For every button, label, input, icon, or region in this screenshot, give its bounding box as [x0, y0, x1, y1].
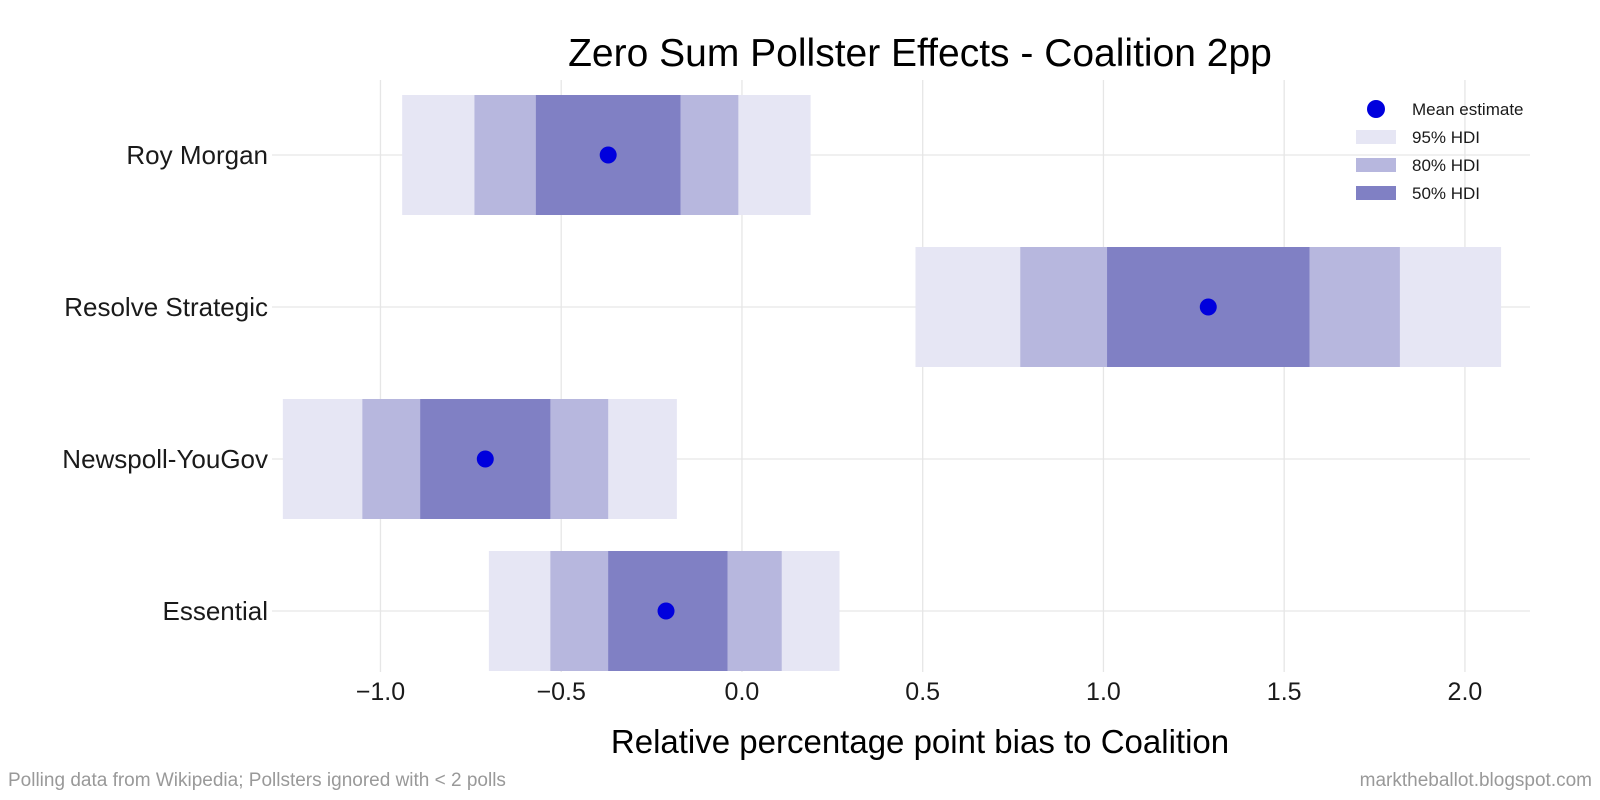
hdi-bands [282, 95, 1502, 671]
website-footnote: marktheballot.blogspot.com [1359, 770, 1592, 791]
chart-title: Zero Sum Pollster Effects - Coalition 2p… [568, 32, 1272, 75]
legend-label: 80% HDI [1412, 156, 1480, 175]
x-axis-tick-labels: −1.0 −0.5 0.0 0.5 1.0 1.5 2.0 [356, 678, 1483, 706]
legend-label: 50% HDI [1412, 184, 1480, 203]
x-tick-label: 1.0 [1086, 678, 1121, 706]
mean-points [476, 146, 1217, 620]
legend-band80-swatch [1356, 158, 1396, 172]
y-axis-labels: Roy Morgan Resolve Strategic Newspoll-YouG… [62, 140, 268, 626]
legend-label: Mean estimate [1412, 100, 1524, 119]
legend-band50-swatch [1356, 186, 1396, 200]
pollster-label: Resolve Strategic [64, 292, 268, 322]
legend-band95-swatch [1356, 130, 1396, 144]
x-tick-label: −1.0 [356, 678, 405, 706]
mean-estimate-point [657, 602, 675, 620]
pollster-label: Newspoll-YouGov [62, 444, 268, 474]
legend-label: 95% HDI [1412, 128, 1480, 147]
x-tick-label: 0.0 [725, 678, 760, 706]
pollster-label: Roy Morgan [126, 140, 268, 170]
mean-estimate-point [476, 450, 494, 468]
x-tick-label: 2.0 [1448, 678, 1483, 706]
x-axis-title: Relative percentage point bias to Coalit… [611, 723, 1229, 760]
x-tick-label: −0.5 [537, 678, 586, 706]
x-tick-label: 0.5 [905, 678, 940, 706]
legend: Mean estimate 95% HDI 80% HDI 50% HDI [1356, 100, 1524, 203]
mean-estimate-point [599, 146, 617, 164]
source-footnote: Polling data from Wikipedia; Pollsters i… [8, 770, 506, 791]
x-tick-label: 1.5 [1267, 678, 1302, 706]
legend-mean-marker [1367, 100, 1385, 118]
mean-estimate-point [1199, 298, 1217, 316]
pollster-label: Essential [163, 596, 269, 626]
